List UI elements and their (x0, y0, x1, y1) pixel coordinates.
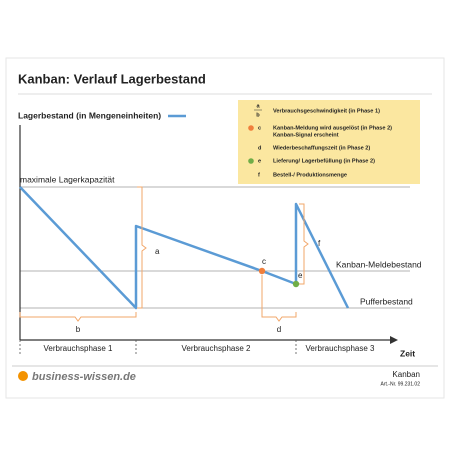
footer-name: Kanban (392, 370, 420, 379)
bracket-f (299, 203, 309, 285)
phase-label: Verbrauchsphase 1 (44, 344, 113, 353)
legend-key: d (258, 145, 262, 151)
marker-label: c (262, 257, 266, 266)
legend-key: c (258, 125, 261, 131)
axis-arrow (390, 336, 398, 344)
point-c (258, 267, 266, 275)
phase-label: Verbrauchsphase 3 (306, 344, 375, 353)
phase-dividers (19, 340, 297, 356)
marker-label: a (155, 247, 160, 256)
marker-label: f (318, 239, 321, 248)
legend-key: f (258, 172, 260, 178)
brand-dot (18, 371, 28, 381)
legend-text: Verbrauchsgeschwindigkeit (in Phase 1) (273, 108, 380, 114)
level-label: Kanban-Meldebestand (336, 259, 422, 269)
bracket-a (137, 186, 147, 309)
legend-text: Wiederbeschaffungszeit (in Phase 2) (273, 145, 370, 151)
level-label: Pufferbestand (360, 296, 413, 306)
level-label: maximale Lagerkapazität (20, 174, 115, 184)
marker-label: b (76, 325, 81, 334)
legend-text: Kanban-Meldung wird ausgelöst (in Phase … (273, 125, 392, 131)
legend-dot (248, 158, 254, 164)
marker-label: e (298, 271, 303, 280)
legend-text: Kanban-Signal erscheint (273, 132, 339, 138)
marker-label: d (277, 325, 281, 334)
footer-article: Art.-Nr. 99.231.02 (381, 381, 421, 387)
bracket-b (19, 312, 137, 322)
legend-key: a (256, 103, 260, 109)
legend-box (238, 100, 420, 184)
brand: business-wissen.de (32, 371, 136, 383)
legend-dot (248, 125, 254, 131)
legend-text: Bestell-/ Produktionsmenge (273, 172, 347, 178)
title: Kanban: Verlauf Lagerbestand (18, 71, 206, 86)
legend-key: e (258, 158, 261, 164)
phase-label: Verbrauchsphase 2 (182, 344, 251, 353)
y-axis-label: Lagerbestand (in Mengeneinheiten) (18, 110, 161, 120)
point-e (292, 280, 300, 288)
legend-key: b (256, 112, 260, 118)
legend-text: Lieferung/ Lagerbefüllung (in Phase 2) (273, 158, 375, 164)
x-axis-label: Zeit (400, 348, 415, 358)
bracket-d (261, 275, 297, 322)
